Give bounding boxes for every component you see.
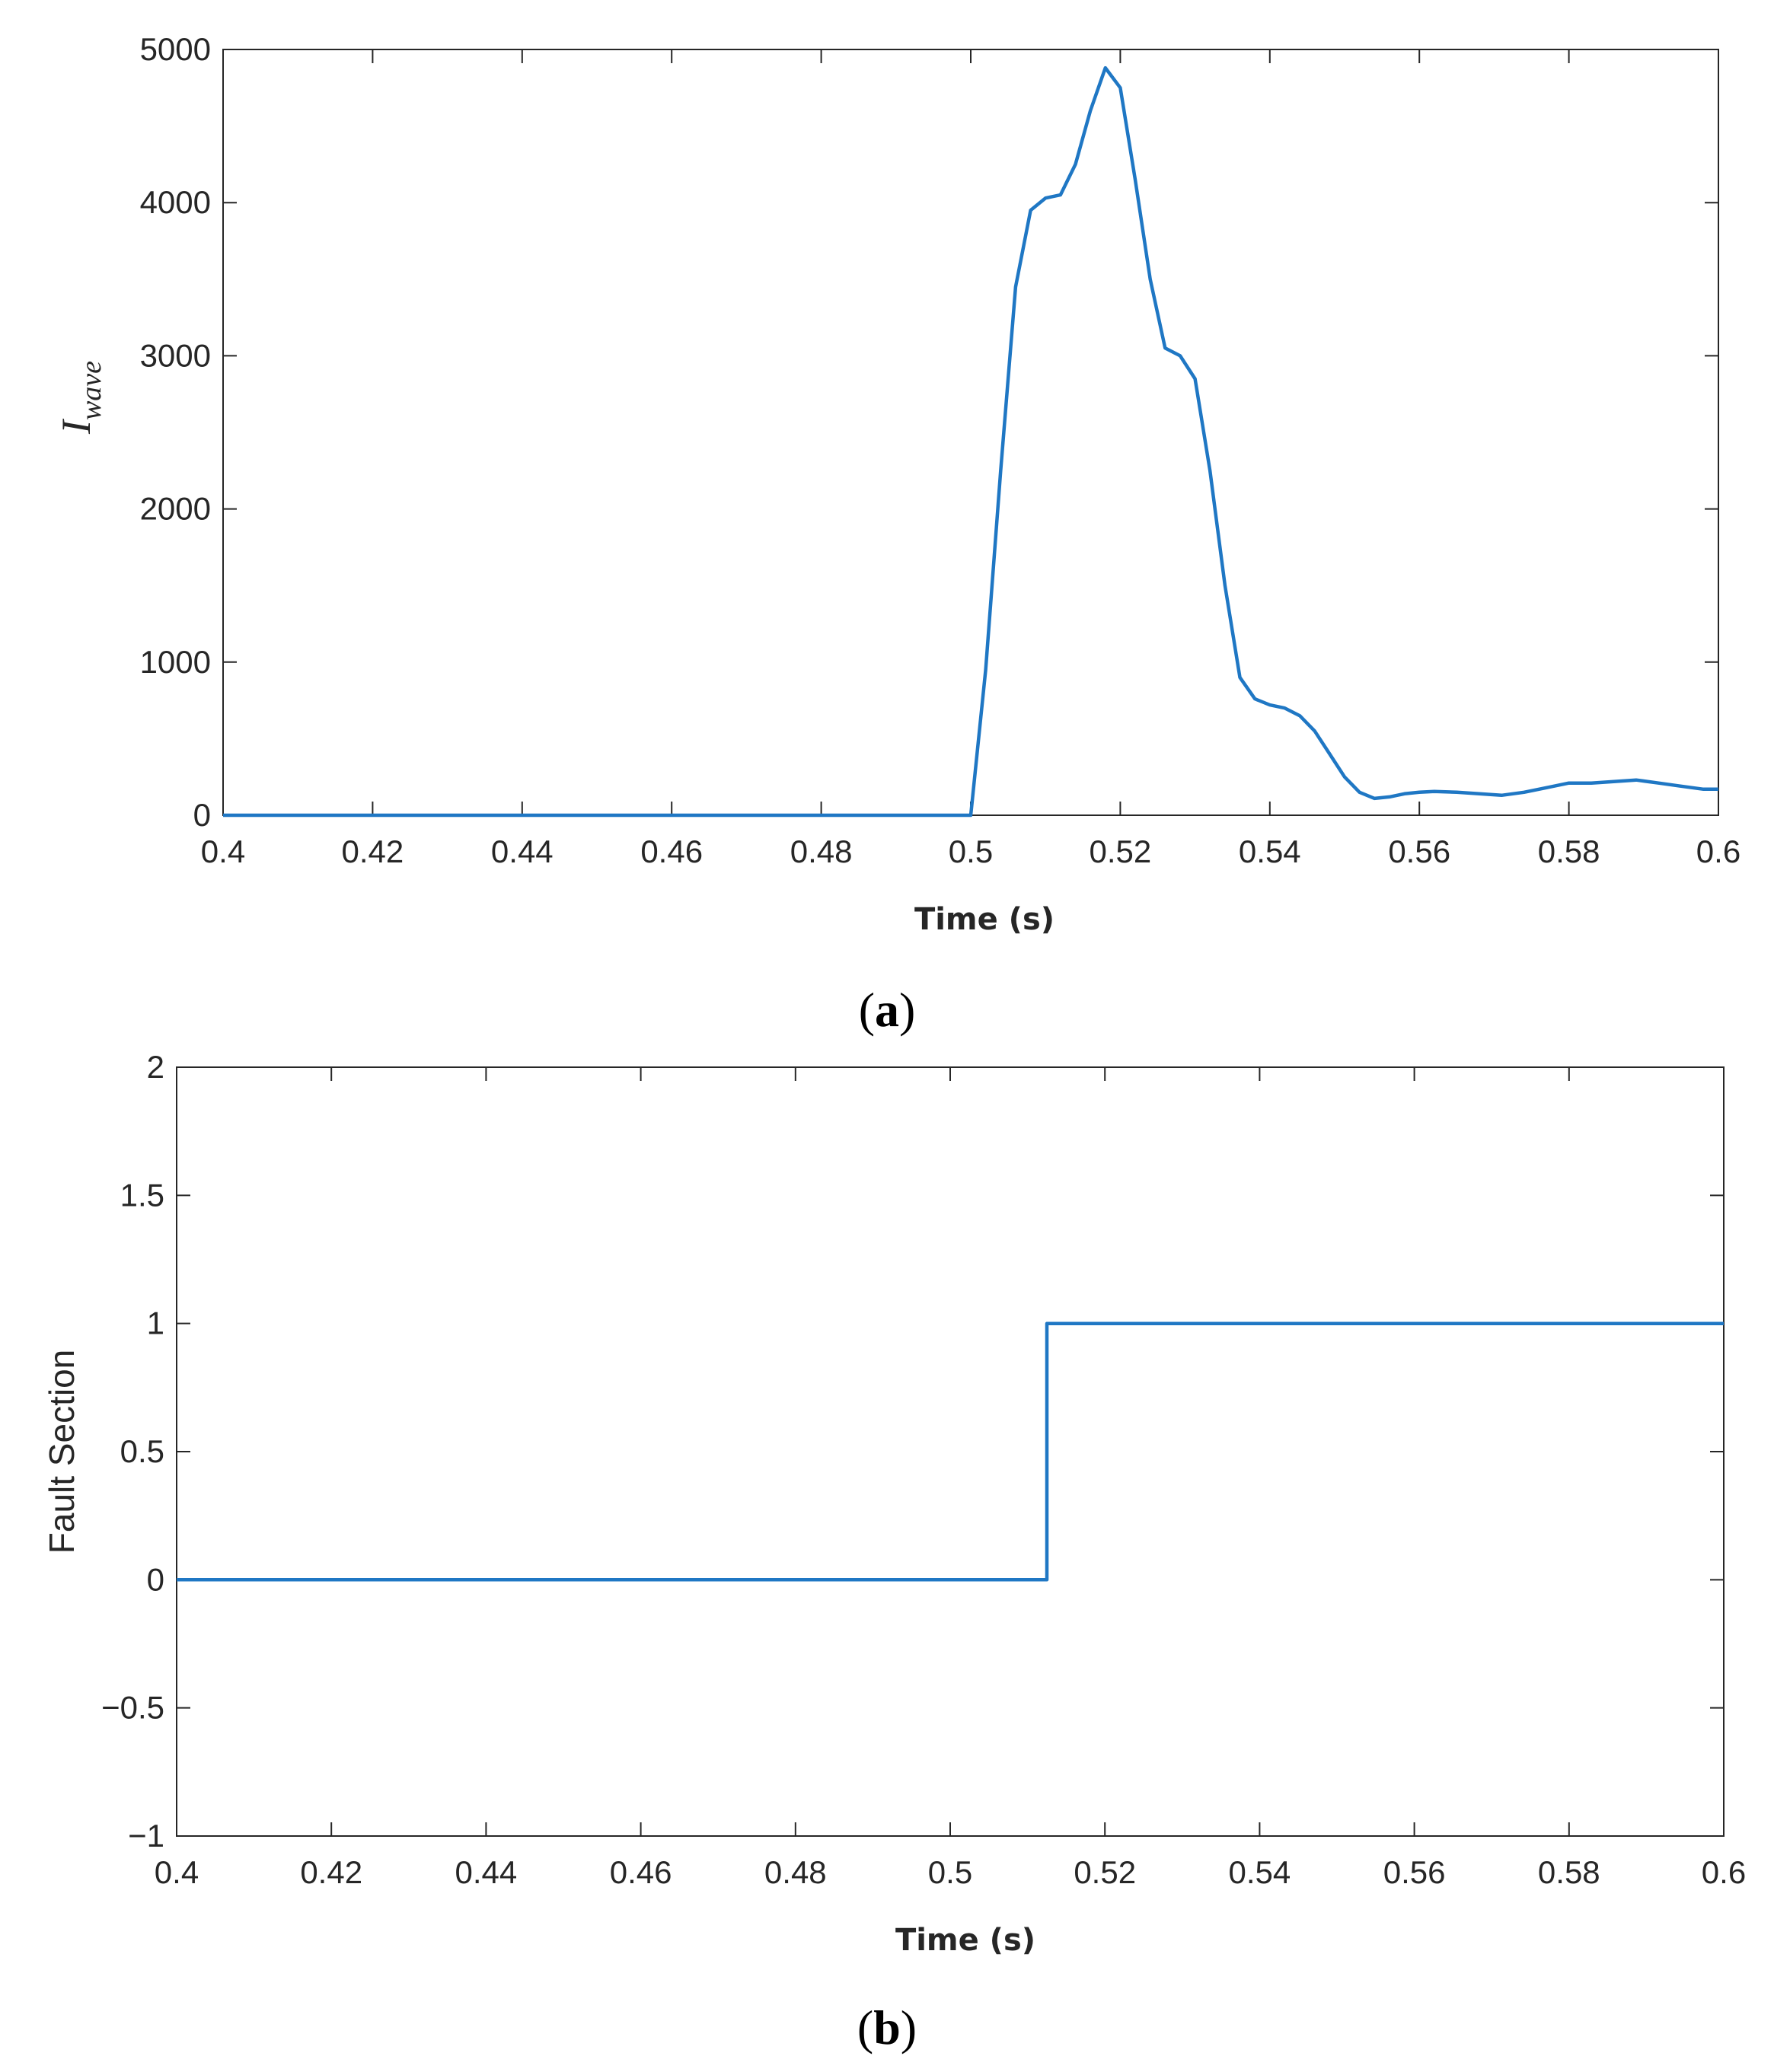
chart-b-frame bbox=[176, 1066, 1725, 1837]
chart-a-series-line bbox=[223, 65, 1718, 818]
chart-b: 0.4 0.42 0.44 0.46 0.48 0.5 0.52 0.54 0.56 0.58 0.… bbox=[42, 1049, 1746, 2054]
chart-b-x-tick-label: 0.58 bbox=[1538, 1854, 1600, 1890]
chart-a-x-tick-label: 0.4 bbox=[201, 834, 245, 869]
chart-a-frame bbox=[222, 49, 1719, 816]
chart-b-y-tick-label: −0.5 bbox=[101, 1690, 164, 1726]
chart-a-y-tick-label: 0 bbox=[193, 797, 211, 833]
chart-b-x-tick-label: 0.48 bbox=[764, 1854, 827, 1890]
chart-a-x-tick-label: 0.52 bbox=[1090, 834, 1152, 869]
chart-a-x-tick-label: 0.6 bbox=[1696, 834, 1740, 869]
chart-a-x-tick-label: 0.58 bbox=[1538, 834, 1600, 869]
chart-a-x-tick-label: 0.48 bbox=[790, 834, 853, 869]
chart-b-y-tick-label: 2 bbox=[147, 1049, 164, 1085]
chart-b-x-tick-label: 0.5 bbox=[928, 1854, 972, 1890]
chart-b-y-tick-label: 1 bbox=[147, 1305, 164, 1341]
chart-a-x-tick-label: 0.56 bbox=[1388, 834, 1450, 869]
chart-a-x-tick-label: 0.5 bbox=[949, 834, 993, 869]
chart-a-y-tick-label: 2000 bbox=[140, 491, 211, 527]
svg-text:Iwave: Iwave bbox=[53, 361, 107, 435]
chart-a-y-tick-label: 1000 bbox=[140, 644, 211, 680]
chart-a-x-tick-label: 0.54 bbox=[1239, 834, 1301, 869]
chart-a-y-tick-label: 3000 bbox=[140, 337, 211, 373]
chart-a-x-tick-label: 0.44 bbox=[491, 834, 554, 869]
chart-a-x-tick-label: 0.46 bbox=[640, 834, 703, 869]
chart-a-y-axis-title-main: I bbox=[53, 418, 99, 435]
chart-b-x-tick-label: 0.56 bbox=[1383, 1854, 1446, 1890]
chart-a-y-axis-title: Iwave bbox=[53, 361, 107, 435]
chart-b-y-tick-label: −1 bbox=[128, 1818, 164, 1854]
chart-b-x-tick-label: 0.54 bbox=[1229, 1854, 1291, 1890]
chart-b-y-tick-label: 0.5 bbox=[120, 1433, 164, 1469]
chart-a: 0.4 0.42 0.44 0.46 0.48 0.5 0.52 0.54 0.56 0.58 0.… bbox=[53, 31, 1740, 1037]
chart-b-x-tick-label: 0.52 bbox=[1074, 1854, 1136, 1890]
chart-b-x-tick-label: 0.46 bbox=[610, 1854, 672, 1890]
chart-b-x-tick-label: 0.6 bbox=[1702, 1854, 1746, 1890]
chart-b-x-tick-label: 0.44 bbox=[455, 1854, 518, 1890]
chart-b-ticks: 0.4 0.42 0.44 0.46 0.48 0.5 0.52 0.54 0.56 0.58 0.… bbox=[101, 1049, 1746, 1890]
chart-b-y-tick-label: 1.5 bbox=[120, 1177, 164, 1213]
chart-a-y-tick-label: 5000 bbox=[140, 31, 211, 67]
chart-b-y-tick-label: 0 bbox=[147, 1561, 164, 1597]
chart-a-ticks: 0.4 0.42 0.44 0.46 0.48 0.5 0.52 0.54 0.56 0.58 0.… bbox=[140, 31, 1741, 869]
chart-b-series-line bbox=[177, 1321, 1724, 1582]
chart-a-y-axis-title-sub: wave bbox=[75, 361, 107, 420]
chart-b-x-axis-title: Time (s) bbox=[895, 1923, 1035, 1958]
chart-a-x-tick-label: 0.42 bbox=[342, 834, 404, 869]
chart-b-x-tick-label: 0.4 bbox=[155, 1854, 199, 1890]
chart-b-x-tick-label: 0.42 bbox=[300, 1854, 362, 1890]
chart-a-y-tick-label: 4000 bbox=[140, 184, 211, 220]
panel-label-b: (b) bbox=[857, 2000, 917, 2054]
panel-label-a: (a) bbox=[859, 983, 916, 1037]
chart-b-y-axis-title: Fault Section bbox=[42, 1350, 81, 1554]
chart-a-x-axis-title: Time (s) bbox=[914, 902, 1055, 937]
